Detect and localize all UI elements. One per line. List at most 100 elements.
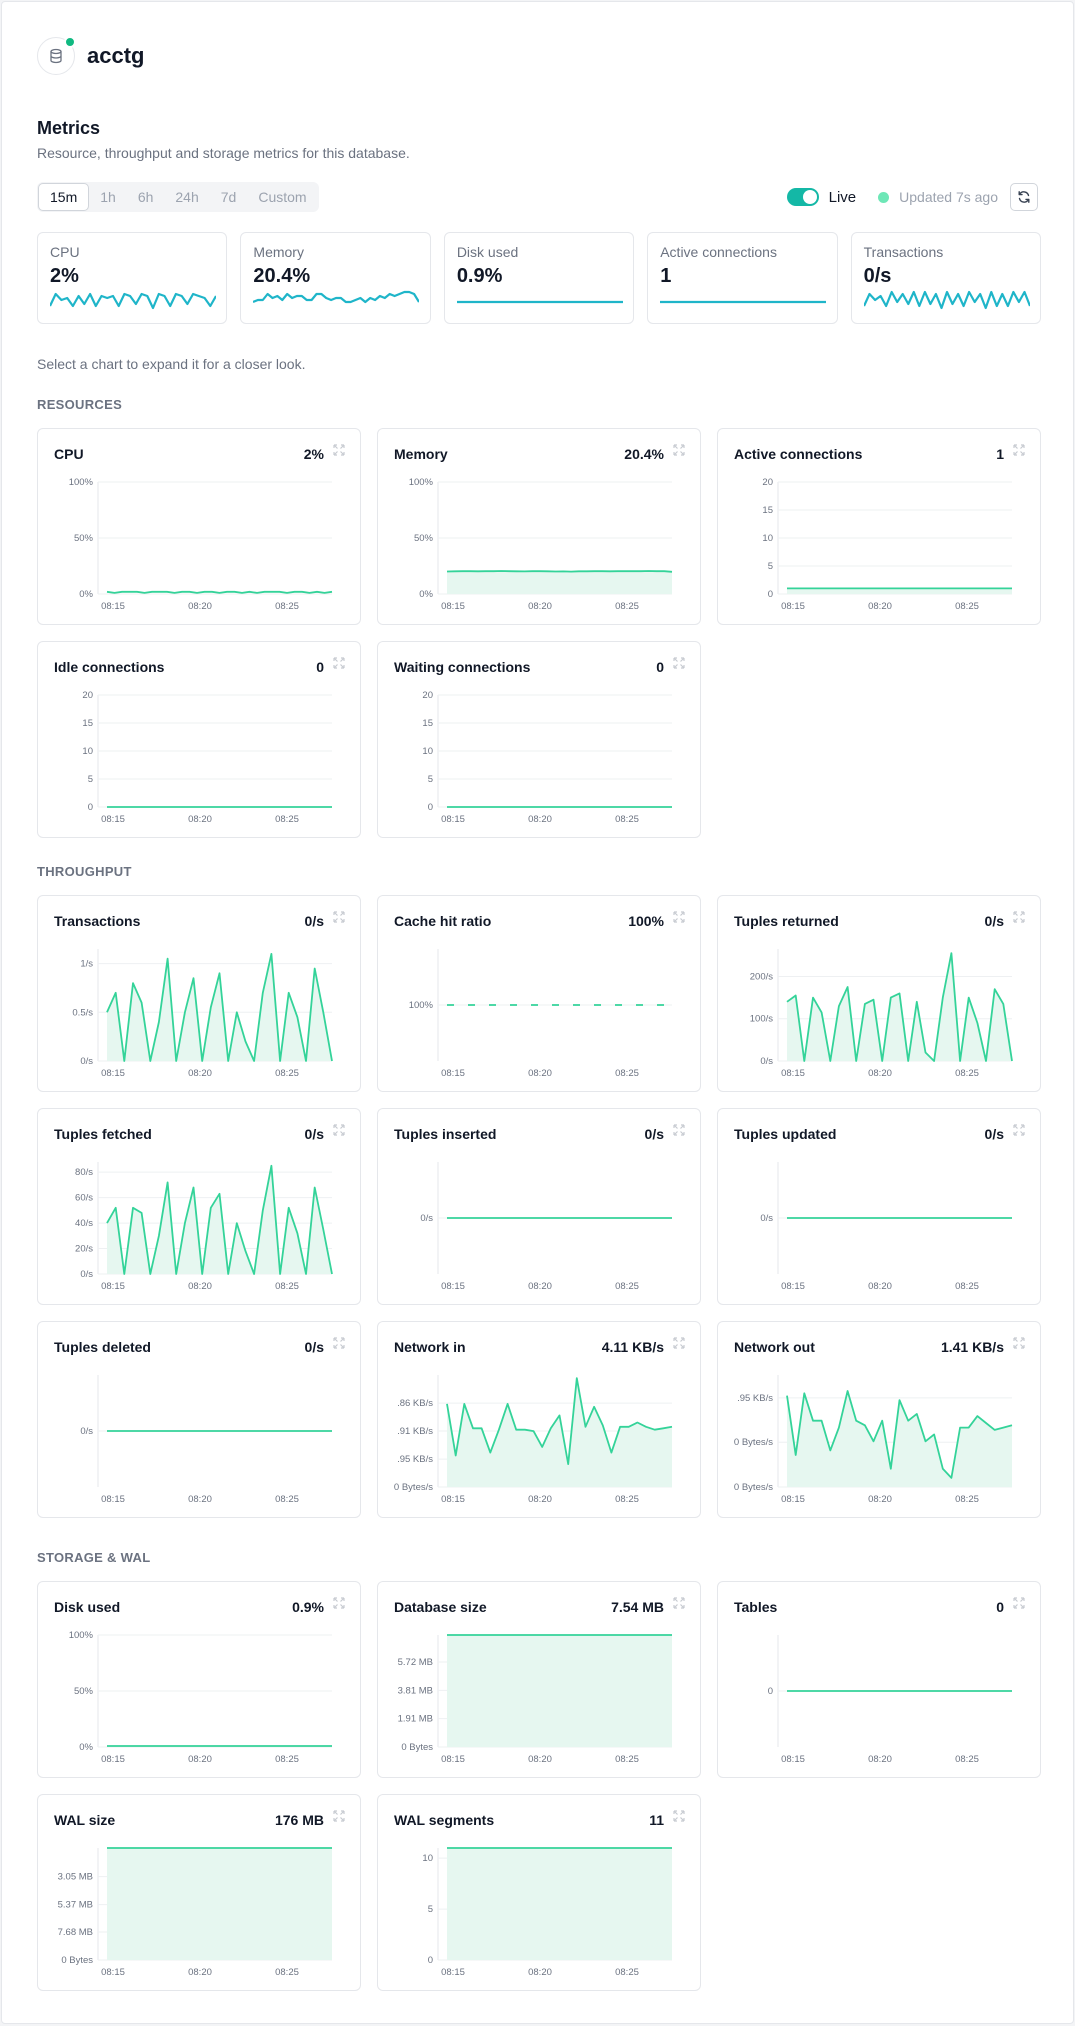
chart-card-wal-segments[interactable]: WAL segments 11 10 5 0 08:15 08:20 08:25 (377, 1794, 701, 1991)
range-1h-button[interactable]: 1h (100, 189, 116, 205)
expand-icon[interactable] (333, 444, 345, 456)
y-tick-label: 1.91 MB (398, 1714, 433, 1725)
y-tick-label: 50% (74, 533, 94, 544)
expand-icon[interactable] (333, 911, 345, 923)
chart-card-database-size[interactable]: Database size 7.54 MB 5.72 MB 3.81 MB 1.91 M… (377, 1581, 701, 1778)
live-controls: Live Updated 7s ago (786, 182, 1038, 212)
series-area (107, 1165, 332, 1274)
expand-icon[interactable] (333, 1124, 345, 1136)
x-tick-label: 08:20 (188, 814, 212, 825)
series-area (787, 953, 1012, 1061)
series-area (107, 1848, 332, 1960)
range-6h-button[interactable]: 6h (137, 189, 154, 205)
expand-icon[interactable] (673, 1597, 685, 1609)
expand-icon[interactable] (673, 911, 685, 923)
group-label-throughput: THROUGHPUT (37, 864, 132, 879)
expand-icon[interactable] (333, 1810, 345, 1822)
chart-current-value: 4.11 KB/s (601, 1339, 664, 1355)
chart-card-tuples-deleted[interactable]: Tuples deleted 0/s 0/s 08:15 08:20 08:25 (37, 1321, 361, 1518)
summary-card-disk-used[interactable]: Disk used 0.9% (443, 232, 635, 324)
summary-value: 2% (50, 265, 79, 287)
chart-card-tuples-returned[interactable]: Tuples returned 0/s 200/s 100/s 0/s 08:15 08:2… (717, 895, 1041, 1092)
refresh-button[interactable] (1010, 183, 1038, 211)
chart-card-transactions[interactable]: Transactions 0/s 1/s 0.5/s 0/s 08:15 08:20 08:2… (37, 895, 361, 1092)
series-area (787, 588, 1012, 594)
x-tick-label: 08:20 (868, 1494, 892, 1505)
summary-label: Memory (253, 244, 304, 260)
chart-card-tuples-updated[interactable]: Tuples updated 0/s 0/s 08:15 08:20 08:25 (717, 1108, 1041, 1305)
summary-card-transactions[interactable]: Transactions 0/s (850, 232, 1042, 324)
chart-title: Tuples fetched (54, 1126, 152, 1142)
chart-card-memory[interactable]: Memory 20.4% 100% 50% 0% 08:15 08:20 08:25 (377, 428, 701, 625)
chart-card-network-out[interactable]: Network out 1.41 KB/s .95 KB/s 0 Bytes/s 0 B… (717, 1321, 1041, 1518)
y-tick-label: 50% (74, 1686, 94, 1697)
summary-card-active-connections[interactable]: Active connections 1 (647, 232, 838, 324)
chart-current-value: 0.9% (292, 1599, 324, 1615)
chart-plot: 100% 50% 0% 08:15 08:20 08:25 (69, 1630, 332, 1765)
y-tick-label: 200/s (750, 971, 773, 982)
chart-card-network-in[interactable]: Network in 4.11 KB/s .86 KB/s .91 KB/s .95 K… (377, 1321, 701, 1518)
x-tick-label: 08:20 (528, 814, 552, 825)
expand-icon[interactable] (333, 1337, 345, 1349)
expand-icon[interactable] (1013, 1337, 1025, 1349)
y-tick-label: 100% (409, 1000, 434, 1011)
chart-card-idle-connections[interactable]: Idle connections 0 20 15 10 5 0 08:15 08:20 08:25 (37, 641, 361, 838)
summary-card-cpu[interactable]: CPU 2% (37, 232, 228, 324)
x-tick-label: 08:15 (101, 1281, 125, 1292)
summary-card-memory[interactable]: Memory 20.4% (240, 232, 431, 324)
x-tick-label: 08:20 (868, 1068, 892, 1079)
series-line (106, 1164, 333, 1275)
chart-card-tuples-inserted[interactable]: Tuples inserted 0/s 0/s 08:15 08:20 08:25 (377, 1108, 701, 1305)
y-tick-label: 0% (419, 589, 433, 600)
range-24h-button[interactable]: 24h (175, 189, 199, 205)
chart-current-value: 0 (996, 1599, 1004, 1615)
expand-icon[interactable] (673, 1124, 685, 1136)
series-line (106, 953, 333, 1062)
chart-plot: 0 08:15 08:20 08:25 (768, 1635, 1012, 1765)
expand-icon[interactable] (673, 1810, 685, 1822)
y-tick-label: 20 (762, 477, 773, 488)
expand-icon[interactable] (673, 444, 685, 456)
chart-card-wal-size[interactable]: WAL size 176 MB 3.05 MB 5.37 MB 7.68 MB 0 Byt… (37, 1794, 361, 1991)
x-tick-label: 08:20 (528, 1068, 552, 1079)
y-tick-label: 10 (762, 533, 773, 544)
expand-icon[interactable] (673, 1337, 685, 1349)
chart-card-disk-used[interactable]: Disk used 0.9% 100% 50% 0% 08:15 08:20 08:25 (37, 1581, 361, 1778)
x-tick-label: 08:25 (955, 1754, 979, 1765)
expand-icon[interactable] (1013, 444, 1025, 456)
db-name: acctg (87, 43, 145, 68)
range-15m-button[interactable]: 15m (38, 183, 90, 211)
chart-current-value: 0/s (304, 913, 324, 929)
live-toggle[interactable] (786, 188, 819, 206)
chart-card-waiting-connections[interactable]: Waiting connections 0 20 15 10 5 0 08:15 08:20 08… (377, 641, 701, 838)
chart-card-cpu[interactable]: CPU 2% 100% 50% 0% 08:15 08:20 08:25 (37, 428, 361, 625)
chart-card-tables[interactable]: Tables 0 0 08:15 08:20 08:25 (717, 1581, 1041, 1778)
expand-icon[interactable] (333, 1597, 345, 1609)
chart-plot: 100% 50% 0% 08:15 08:20 08:25 (69, 477, 333, 612)
chart-current-value: 2% (303, 446, 324, 462)
chart-card-active-connections[interactable]: Active connections 1 20 15 10 5 0 08:15 08:20 08:… (717, 428, 1041, 625)
x-tick-label: 08:20 (528, 1281, 552, 1292)
expand-icon[interactable] (1013, 1124, 1025, 1136)
chart-current-value: 0 (656, 659, 664, 675)
chart-plot: .86 KB/s .91 KB/s .95 KB/s 0 Bytes/s 08:15 08… (394, 1375, 673, 1505)
x-tick-label: 08:25 (275, 1068, 299, 1079)
range-custom-button[interactable]: Custom (258, 189, 307, 205)
expand-icon[interactable] (333, 657, 345, 669)
expand-icon[interactable] (1013, 1597, 1025, 1609)
chart-card-tuples-fetched[interactable]: Tuples fetched 0/s 80/s 60/s 40/s 20/s 0/s 08:1… (37, 1108, 361, 1305)
y-tick-label: 15 (82, 718, 93, 729)
chart-card-cache-hit-ratio[interactable]: Cache hit ratio 100% 100% 08:15 08:20 08:25 (377, 895, 701, 1092)
chart-title: Waiting connections (394, 659, 531, 675)
y-tick-label: 20/s (75, 1244, 93, 1255)
y-tick-label: 0 (88, 802, 93, 813)
range-7d-button[interactable]: 7d (220, 189, 237, 205)
series-area (447, 1848, 672, 1960)
y-tick-label: 0/s (760, 1056, 773, 1067)
x-tick-label: 08:20 (868, 1281, 892, 1292)
expand-icon[interactable] (673, 657, 685, 669)
expand-icon[interactable] (1013, 911, 1025, 923)
chart-title: Network out (734, 1339, 815, 1355)
chart-title: Database size (394, 1599, 487, 1615)
